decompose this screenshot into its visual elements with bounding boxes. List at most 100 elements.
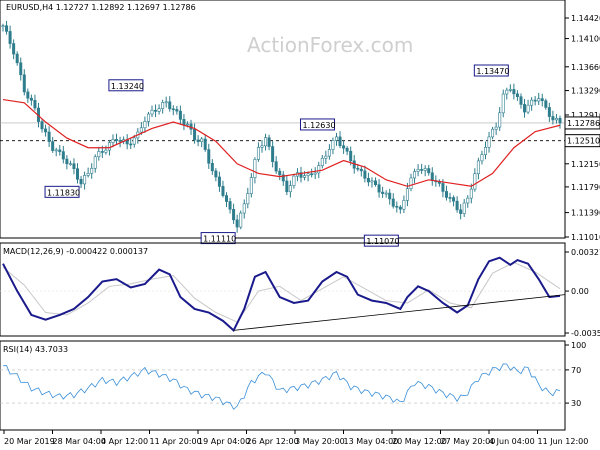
rsi-y-tick-label: 100 xyxy=(571,341,586,350)
candle-body xyxy=(359,168,363,172)
macd-panel: MACD(12,26,9) -0.000422 0.000137 0.00327… xyxy=(0,242,600,338)
candle-body xyxy=(129,143,133,146)
candle-body xyxy=(139,127,143,133)
candle-body xyxy=(214,170,218,178)
candle-body xyxy=(86,173,90,176)
candle-body xyxy=(324,155,328,159)
candle-body xyxy=(558,117,562,124)
rsi-y-axis: 100 70 30 xyxy=(0,341,586,408)
candle-body xyxy=(65,158,69,165)
candle-body xyxy=(146,113,150,122)
macd-panel-title: MACD(12,26,9) -0.000422 0.000137 xyxy=(3,247,148,256)
candle-body xyxy=(533,99,537,102)
macd-y-tick-label: -0.003519 xyxy=(571,329,600,338)
candle-body xyxy=(459,209,463,214)
candle-body xyxy=(115,139,119,141)
level-annotation-box xyxy=(473,64,509,77)
candle-body xyxy=(12,43,16,55)
x-tick-label: 4 Apr 12:00 xyxy=(101,437,148,446)
candle-body xyxy=(413,171,417,179)
candle-body xyxy=(483,146,487,155)
macd-signal-line xyxy=(2,261,561,323)
price-y-tick-label: 1.12150 xyxy=(571,160,600,169)
candle-body xyxy=(409,177,413,189)
candle-body xyxy=(501,93,505,114)
candle-body xyxy=(466,197,470,204)
candle-body xyxy=(526,104,530,113)
candle-body xyxy=(448,197,452,199)
level-annotation-box xyxy=(299,118,335,131)
candle-body xyxy=(366,177,370,183)
candle-body xyxy=(225,195,229,202)
macd-line xyxy=(2,256,561,333)
candle-body xyxy=(51,141,55,151)
candle-body xyxy=(61,151,65,160)
candle-body xyxy=(267,137,271,147)
x-tick-label: 13 May 04:00 xyxy=(344,437,399,446)
x-tick-label: 28 Mar 04:00 xyxy=(53,437,106,446)
candle-body xyxy=(452,197,456,202)
candle-body xyxy=(544,100,548,108)
x-tick-label: 27 May 20:00 xyxy=(441,437,496,446)
price-y-tick-label: 1.11790 xyxy=(571,183,600,192)
price-panel: ActionForex.com EURUSD,H4 1.12727 1.1289… xyxy=(0,0,600,247)
candle-body xyxy=(331,140,335,150)
candle-body xyxy=(306,173,310,176)
candle-body xyxy=(320,157,324,166)
level-annotation-box xyxy=(108,79,144,92)
x-tick-label: 3 May 20:00 xyxy=(295,437,345,446)
candle-body xyxy=(480,154,484,162)
candle-body xyxy=(111,139,115,143)
candle-body xyxy=(164,101,168,104)
price-y-tick-label: 1.14100 xyxy=(571,35,600,44)
candle-body xyxy=(285,180,289,193)
candle-body xyxy=(537,98,541,102)
candle-body xyxy=(338,136,342,146)
candle-body xyxy=(157,108,161,112)
candle-body xyxy=(1,25,5,28)
candle-body xyxy=(221,186,225,196)
candle-body xyxy=(22,74,26,93)
candle-body xyxy=(58,149,62,152)
price-y-tick-label: 1.13290 xyxy=(571,87,600,96)
candle-body xyxy=(19,62,23,76)
candle-body xyxy=(288,185,292,193)
level-annotation-label: 1.13240 xyxy=(111,82,144,91)
candle-body xyxy=(547,107,551,117)
level-annotation-box xyxy=(200,232,236,245)
candle-body xyxy=(310,173,314,176)
candle-body xyxy=(515,93,519,97)
candle-body xyxy=(498,112,502,128)
rsi-line xyxy=(2,363,561,410)
candle-body xyxy=(334,136,338,141)
candle-body xyxy=(469,188,473,199)
x-tick-label: 20 Mar 2019 xyxy=(4,437,55,446)
candle-body xyxy=(235,219,239,228)
horizontal-level-label: 1.12510 xyxy=(567,137,600,146)
price-y-tick-label: 1.12910 xyxy=(571,111,600,120)
level-annotation-label: 1.12630 xyxy=(302,121,335,130)
candle-body xyxy=(210,162,214,172)
candle-body xyxy=(33,99,37,109)
candle-body xyxy=(182,119,186,126)
candle-body xyxy=(154,109,158,112)
rsi-panel-title: RSI(14) 43.7033 xyxy=(3,345,68,354)
candle-body xyxy=(427,168,431,174)
rsi-y-tick-label: 30 xyxy=(571,399,581,408)
candle-body xyxy=(370,180,374,183)
candle-body xyxy=(171,108,175,111)
candle-body xyxy=(178,110,182,120)
candle-body xyxy=(402,200,406,210)
horizontal-level-tag xyxy=(564,134,600,148)
x-tick-label: 4 Jun 04:00 xyxy=(489,437,535,446)
candle-body xyxy=(444,191,448,198)
candle-body xyxy=(405,188,409,201)
candle-body xyxy=(150,109,154,115)
candle-body xyxy=(5,25,9,32)
macd-y-tick-label: 0.00 xyxy=(571,287,589,296)
x-tick-label: 19 Apr 04:00 xyxy=(198,437,250,446)
candle-body xyxy=(83,175,87,185)
candle-body xyxy=(374,180,378,186)
